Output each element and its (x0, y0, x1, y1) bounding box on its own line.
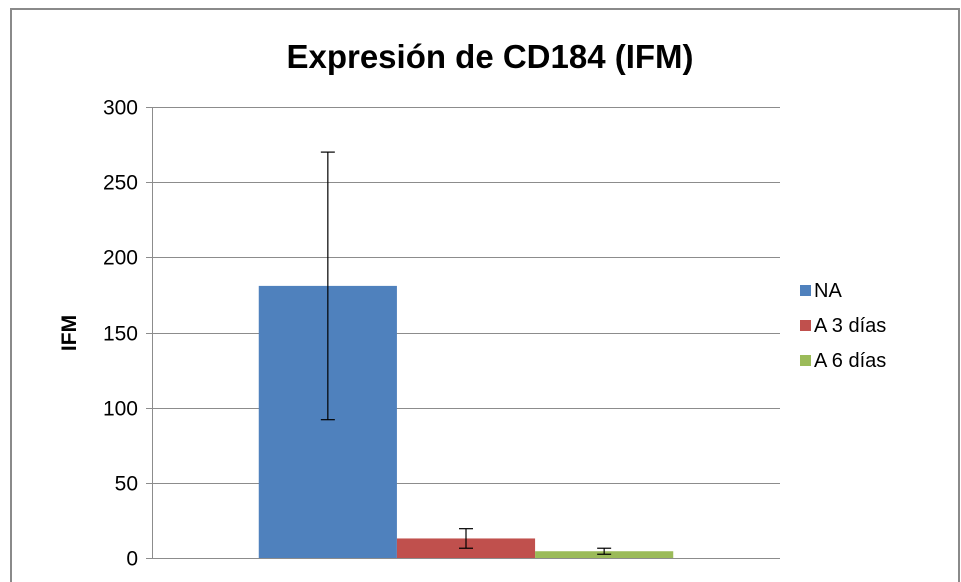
y-tick-label: 100 (103, 398, 138, 421)
legend-swatch (800, 285, 811, 296)
chart-title: Expresión de CD184 (IFM) (286, 38, 693, 75)
legend-label: A 6 días (814, 350, 886, 372)
y-tick-label: 50 (115, 473, 138, 496)
legend: NA A 3 días A 6 días (800, 280, 886, 372)
y-axis: 0 50 100 150 200 250 300 (103, 97, 780, 571)
error-bars (320, 151, 612, 555)
y-tick-label: 200 (103, 247, 138, 270)
y-tick-label: 300 (103, 97, 138, 120)
legend-label: NA (814, 280, 842, 302)
legend-swatch (800, 320, 811, 331)
y-tick-label: 150 (103, 323, 138, 346)
y-tick-label: 250 (103, 172, 138, 195)
gridlines (152, 107, 780, 484)
y-tick-label: 0 (126, 548, 138, 571)
bars (258, 285, 674, 558)
legend-swatch (800, 355, 811, 366)
y-axis-label: IFM (58, 315, 81, 351)
legend-label: A 3 días (814, 315, 886, 337)
